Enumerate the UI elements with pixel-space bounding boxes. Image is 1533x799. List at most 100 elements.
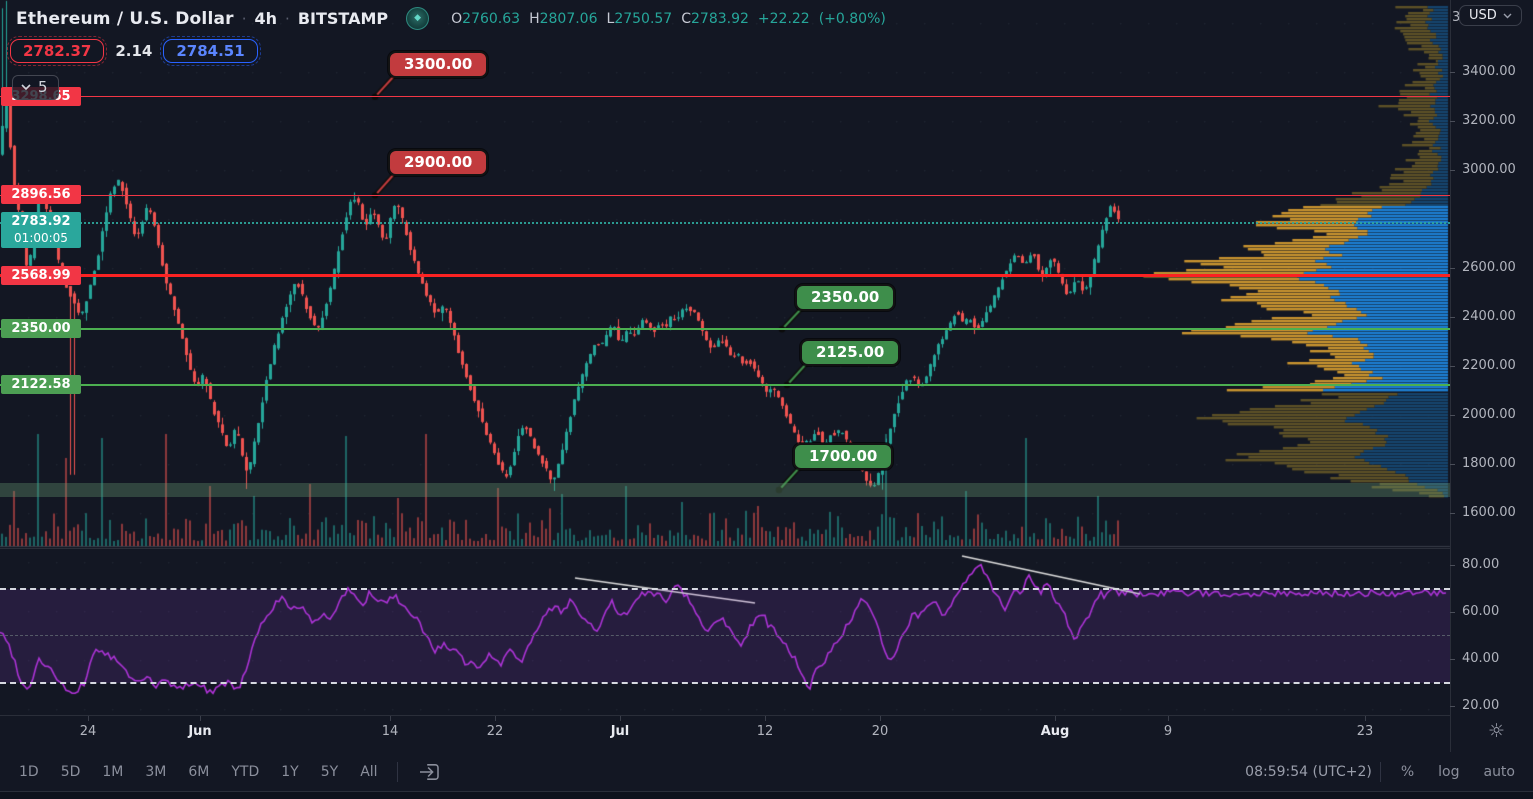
axis-label-212258: 2122.58 [1, 374, 81, 394]
price-tick-2400: 2400.00 [1462, 309, 1516, 324]
price-tick-mark [1450, 513, 1455, 514]
open-value: 2760.63 [462, 10, 521, 27]
price-tick-2200: 2200.00 [1462, 358, 1516, 373]
axis-label-235000: 2350.00 [1, 319, 81, 339]
bid-price-badge[interactable]: 2782.37 [6, 36, 108, 66]
price-tick-3200: 3200.00 [1462, 113, 1516, 128]
price-tick-mark [1450, 464, 1455, 465]
rsi-band-fill [0, 588, 1450, 683]
range-button-5D[interactable]: 5D [60, 763, 81, 780]
price-callout-212500[interactable]: 2125.00 [800, 339, 901, 366]
range-button-5Y[interactable]: 5Y [320, 763, 339, 780]
time-tick-mark [390, 716, 391, 721]
auto-scale-button[interactable]: auto [1483, 763, 1515, 780]
rsi-tick-mark [1450, 612, 1455, 613]
current-price-line [0, 221, 1450, 224]
time-tick-24: 24 [79, 724, 97, 739]
high-label: H [529, 10, 540, 27]
rsi-tick-mark [1450, 706, 1455, 707]
rsi-tick-60: 60.00 [1462, 604, 1500, 619]
time-tick-mark [880, 716, 881, 721]
range-button-3M[interactable]: 3M [145, 763, 167, 780]
level-1700-zone[interactable] [0, 482, 1450, 498]
currency-dropdown[interactable]: USD [1459, 5, 1522, 26]
time-axis[interactable]: 24 Jun 14 22 Jul 12 20 Aug 9 23 [0, 715, 1450, 753]
rsi-tick-mark [1450, 565, 1455, 566]
price-tick-1800: 1800.00 [1462, 456, 1516, 471]
toolbar-separator [1379, 761, 1381, 782]
price-tick-2000: 2000.00 [1462, 407, 1516, 422]
price-callout-290000[interactable]: 2900.00 [388, 149, 489, 176]
axis-label-last-price: 2783.92 01:00:05 [1, 211, 81, 249]
price-tick-mark [1450, 170, 1455, 171]
chevron-down-icon [1503, 13, 1512, 18]
percent-scale-button[interactable]: % [1400, 763, 1415, 780]
rsi-tick-80: 80.00 [1462, 557, 1500, 572]
price-tick-1600: 1600.00 [1462, 505, 1516, 520]
level-3300[interactable] [0, 96, 1450, 98]
level-2125[interactable] [0, 383, 1450, 386]
price-axis[interactable] [1450, 0, 1533, 752]
time-tick-Aug: Aug [1040, 724, 1070, 739]
time-tick-mark [1055, 716, 1056, 721]
axis-label-289656: 2896.56 [1, 185, 81, 205]
level-2900[interactable] [0, 194, 1450, 196]
time-tick-mark [495, 716, 496, 721]
rsi-oversold-line [0, 681, 1450, 684]
range-button-YTD[interactable]: YTD [231, 763, 260, 780]
clock-utc[interactable]: 08:59:54 (UTC+2) [1245, 763, 1372, 780]
open-label: O [451, 10, 463, 27]
time-tick-23: 23 [1356, 724, 1374, 739]
spread-value: 2.14 [115, 42, 153, 60]
separator-dot: · [241, 9, 247, 28]
price-tick-mark [1450, 121, 1455, 122]
time-tick-20: 20 [871, 724, 889, 739]
price-tick-mark [1450, 317, 1455, 318]
close-value: 2783.92 [691, 10, 749, 27]
symbol-logo-icon: ◆ [406, 7, 430, 30]
range-button-All[interactable]: All [360, 763, 378, 780]
time-tick-mark [620, 716, 621, 721]
price-callout-330000[interactable]: 3300.00 [388, 51, 489, 78]
range-button-1D[interactable]: 1D [19, 763, 39, 780]
rsi-tick-mark [1450, 659, 1455, 660]
log-scale-button[interactable]: log [1438, 763, 1460, 780]
range-button-6M[interactable]: 6M [188, 763, 210, 780]
rsi-middle-line [0, 634, 1450, 636]
change-percent: (+0.80%) [818, 10, 886, 27]
ask-price-badge[interactable]: 2784.51 [160, 36, 261, 66]
range-button-1M[interactable]: 1M [102, 763, 124, 780]
currency-label: USD [1469, 8, 1497, 23]
go-to-date-icon[interactable] [418, 763, 440, 781]
collapsed-count: 5 [38, 78, 48, 96]
close-label: C [681, 10, 691, 27]
time-tick-mark [765, 716, 766, 721]
level-2350[interactable] [0, 328, 1450, 331]
price-callout-170000[interactable]: 1700.00 [793, 443, 894, 470]
symbol-title[interactable]: Ethereum / U.S. Dollar [16, 8, 234, 29]
price-callout-235000[interactable]: 2350.00 [795, 284, 896, 311]
level-2569[interactable] [0, 274, 1450, 278]
time-tick-mark [1365, 716, 1366, 721]
bottom-toolbar: 1D 5D 1M 3M 6M YTD 1Y 5Y All 08:59:54 (UTC+2) % … [0, 752, 1533, 792]
time-tick-22: 22 [486, 724, 504, 739]
exchange-label[interactable]: BITSTAMP [297, 9, 389, 28]
chevron-down-icon [21, 84, 31, 91]
price-tick-2600: 2600.00 [1462, 260, 1516, 275]
rsi-overbought-line [0, 587, 1450, 590]
pane-divider[interactable] [0, 548, 1450, 549]
axis-settings-sun-icon[interactable]: ☼ [1488, 720, 1506, 742]
interval-label[interactable]: 4h [254, 9, 278, 28]
window-bottom-strip [0, 792, 1533, 799]
change-value: +22.22 [757, 10, 810, 27]
range-button-1Y[interactable]: 1Y [281, 763, 299, 780]
time-tick-12: 12 [756, 724, 774, 739]
indicators-collapse-button[interactable]: 5 [12, 75, 59, 100]
time-tick-mark [88, 716, 89, 721]
time-tick-9: 9 [1163, 724, 1173, 739]
axis-label-256899: 2568.99 [1, 265, 81, 285]
bar-countdown: 01:00:05 [14, 230, 68, 245]
price-axis-partial-tick: 3 [1452, 10, 1461, 25]
